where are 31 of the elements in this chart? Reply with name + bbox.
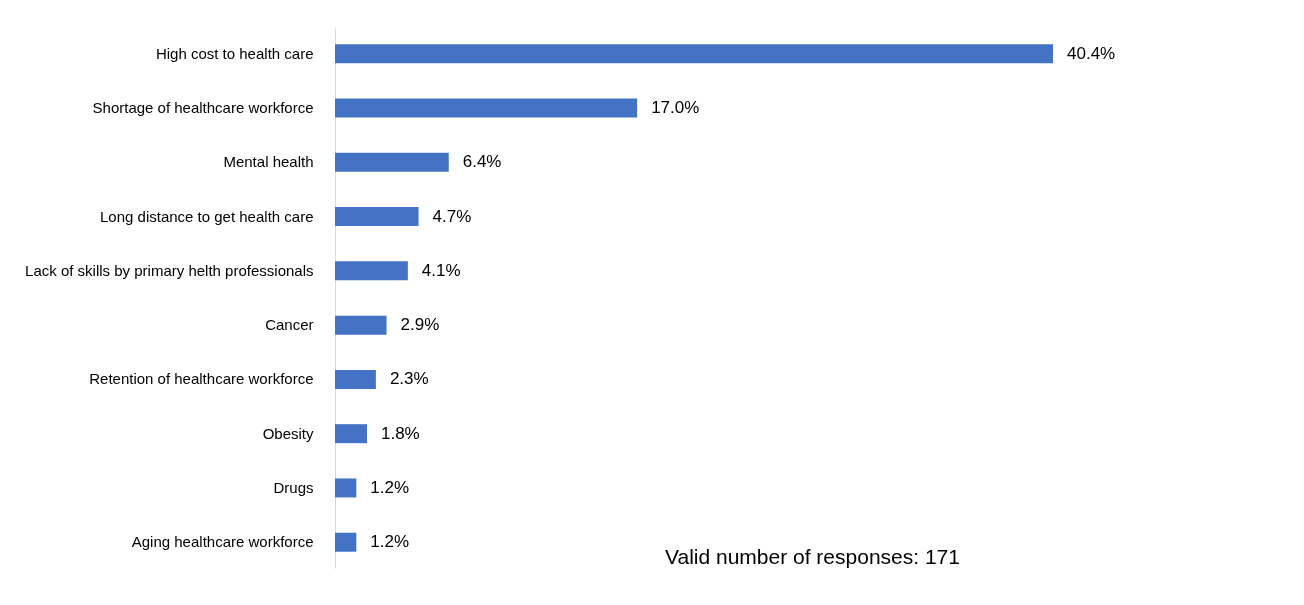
y-tick-label: Shortage of healthcare workforce	[92, 99, 314, 117]
bar	[335, 261, 408, 281]
bar	[335, 424, 367, 444]
bar	[335, 532, 357, 552]
y-tick-label: Retention of healthcare workforce	[89, 370, 314, 388]
bar	[335, 478, 357, 498]
y-tick-label: Drugs	[273, 478, 314, 496]
data-label: 4.7%	[432, 206, 472, 226]
bar	[335, 369, 376, 389]
bar	[335, 44, 1053, 64]
data-label: 2.9%	[400, 315, 440, 335]
data-label: 1.2%	[370, 477, 410, 497]
y-tick-label: Lack of skills by primary helth professionals	[25, 261, 314, 279]
y-tick-label: Aging healthcare workforce	[131, 533, 314, 551]
bar	[335, 315, 387, 335]
data-label: 40.4%	[1067, 43, 1116, 63]
y-tick-label: Long distance to get health care	[100, 207, 314, 225]
annotation: Valid number of responses: 171	[665, 545, 960, 568]
bar	[335, 98, 638, 118]
data-label: 17.0%	[651, 98, 700, 118]
bar	[335, 207, 419, 227]
bar	[335, 152, 449, 172]
data-label: 1.8%	[380, 423, 420, 443]
y-tick-label: Cancer	[265, 316, 314, 334]
data-label: 4.1%	[421, 260, 461, 280]
y-tick-label: High cost to health care	[155, 44, 314, 62]
data-label: 6.4%	[462, 152, 502, 172]
data-label: 1.2%	[370, 532, 410, 552]
y-tick-label: Obesity	[262, 424, 314, 442]
data-label: 2.3%	[389, 369, 429, 389]
y-tick-label: Mental health	[223, 153, 314, 171]
